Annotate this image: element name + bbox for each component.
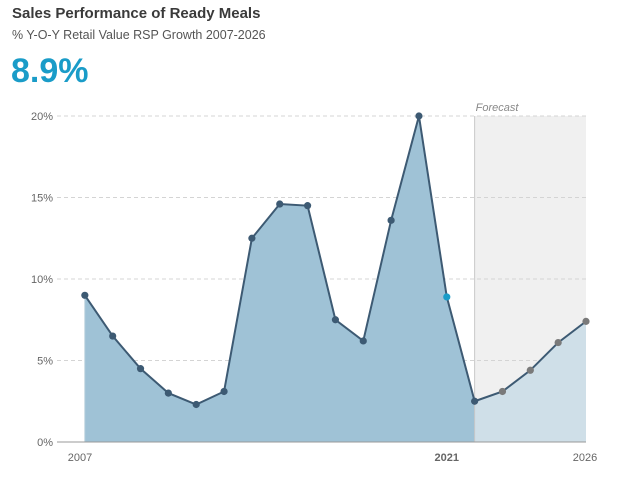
area-forecast [474,321,586,442]
y-tick-label: 20% [31,111,53,123]
headline-value: 8.9% [11,52,89,90]
data-point-forecast [526,366,534,374]
data-point [471,397,479,405]
y-tick-label: 0% [37,437,53,449]
data-point [303,202,312,210]
x-tick-label: 2026 [573,452,597,464]
data-point [359,337,367,345]
data-point [81,291,89,299]
data-point [387,216,395,224]
x-tick-label: 2021 [435,452,459,464]
data-point-highlight [443,293,451,301]
y-tick-label: 15% [31,193,53,205]
chart-subtitle: % Y-O-Y Retail Value RSP Growth 2007-202… [12,28,266,42]
data-point [276,200,284,208]
data-point [248,234,256,242]
data-point-forecast [582,317,590,325]
x-tick-label: 2007 [68,452,92,464]
data-point [192,400,200,409]
data-point [220,387,228,396]
data-point [109,332,117,340]
forecast-label: Forecast [476,102,520,114]
data-point [415,112,423,120]
chart-title: Sales Performance of Ready Meals [12,5,261,22]
data-point-forecast [554,338,562,347]
data-point [331,316,340,324]
data-point [164,389,172,397]
area-actual [84,116,475,442]
y-tick-label: 10% [31,274,53,286]
data-point [136,365,145,373]
y-tick-label: 5% [37,356,53,368]
data-point-forecast [498,387,507,396]
